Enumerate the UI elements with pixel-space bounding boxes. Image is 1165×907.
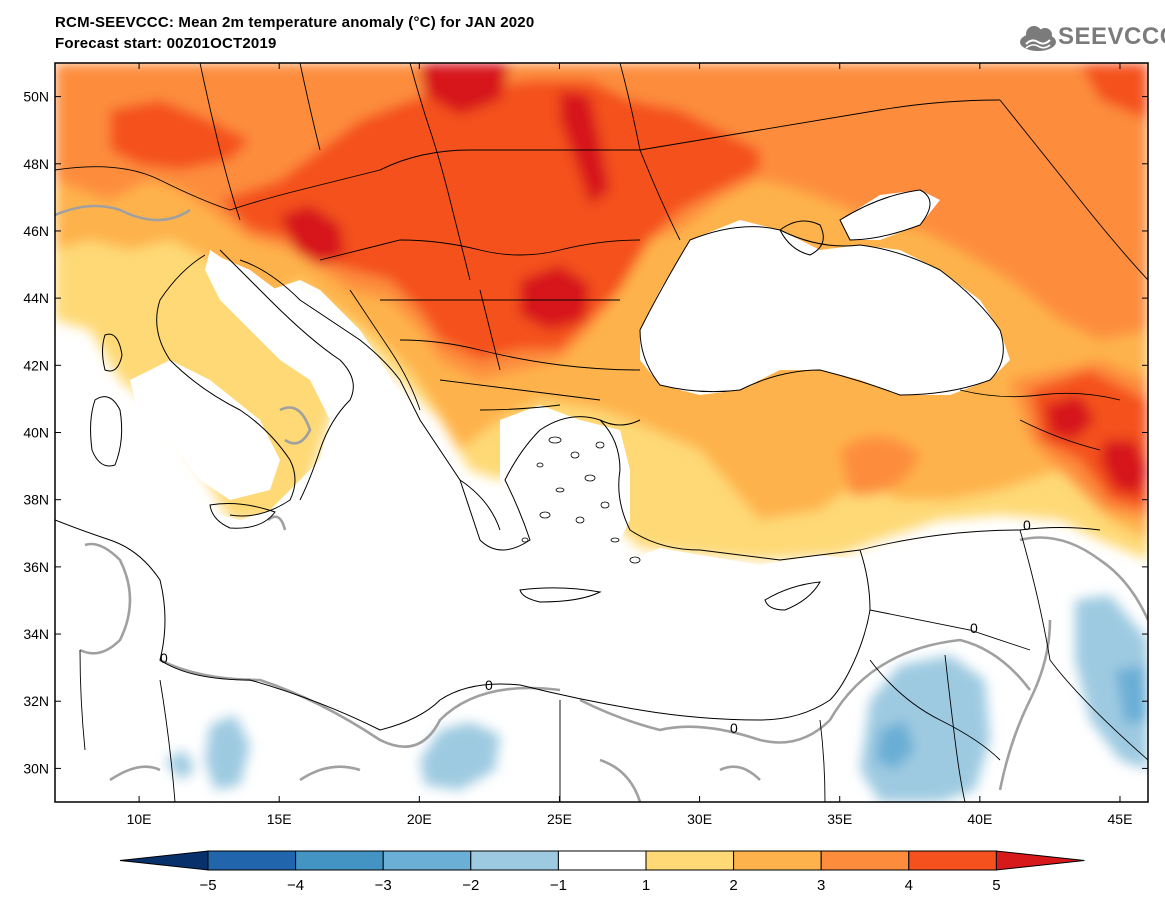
anomaly-band-4-5-north <box>110 100 250 170</box>
tyrrhenian-sea <box>130 360 280 500</box>
logo-text: SEEVCCC <box>1058 23 1165 50</box>
lat-tick-label: 32N <box>23 693 49 709</box>
latitude-axis: 30N 32N 34N 36N 38N 40N 42N 44N 46N 48N 50N <box>23 89 1148 776</box>
lat-tick-label: 44N <box>23 290 49 306</box>
longitude-axis: 10E 15E 20E 25E 30E 35E 40E 45E <box>127 63 1133 827</box>
anomaly-band-gt5-caucasus <box>1045 395 1095 440</box>
colorbar-box <box>908 850 997 871</box>
anomaly-band-gt5-carpath <box>560 90 610 205</box>
colorbar-label: 3 <box>817 877 825 894</box>
contour-label-0-egypt: 0 <box>730 720 738 736</box>
lon-tick-label: 15E <box>267 811 292 827</box>
cool-band-libya-west <box>165 750 195 780</box>
colorbar-box <box>733 850 822 871</box>
anomaly-band-3-4-east <box>840 436 920 496</box>
colorbar-box <box>207 850 297 871</box>
lat-tick-label: 30N <box>23 760 49 776</box>
colorbar-label: −1 <box>550 877 567 894</box>
lon-tick-label: 25E <box>547 811 572 827</box>
colorbar-extend-high <box>995 850 1085 871</box>
colorbar-label: −5 <box>199 877 216 894</box>
cool-band-libya <box>420 722 500 790</box>
lon-tick-label: 20E <box>407 811 432 827</box>
lat-tick-label: 46N <box>23 223 49 239</box>
colorbar-label: −3 <box>375 877 392 894</box>
contour-label-0: 0 <box>970 620 978 636</box>
anomaly-field: 0 0 0 0 0 <box>55 63 1148 802</box>
colorbar-box <box>645 850 735 871</box>
colorbar-box <box>382 850 472 871</box>
cool-band-tunisia <box>205 715 250 790</box>
aegean-islands <box>521 436 641 564</box>
colorbar-label: 4 <box>905 877 913 894</box>
map-title: RCM-SEEVCCC: Mean 2m temperature anomaly… <box>55 14 535 31</box>
mediterranean-sea <box>55 250 870 740</box>
lat-tick-label: 34N <box>23 626 49 642</box>
lon-tick-label: 45E <box>1108 811 1133 827</box>
lat-tick-label: 42N <box>23 357 49 373</box>
azov-sea <box>840 190 940 240</box>
cool-band-iraq <box>1075 595 1148 770</box>
colorbar-box <box>295 850 384 871</box>
lat-tick-label: 50N <box>23 89 49 105</box>
contour-label-0-syria: 0 <box>1023 517 1031 533</box>
lat-tick-label: 38N <box>23 492 49 508</box>
sea-areas <box>55 190 1010 740</box>
colorbar-label: 1 <box>642 877 650 894</box>
anomaly-band-gt5-armenia <box>1100 440 1148 495</box>
lon-tick-label: 40E <box>967 811 992 827</box>
colorbar-box <box>557 850 647 871</box>
black-sea <box>640 220 1010 395</box>
colorbar-label: 2 <box>729 877 737 894</box>
zero-contours <box>55 204 1148 802</box>
colorbar-box <box>470 850 559 871</box>
anomaly-band-gt5-ukraine <box>420 63 510 115</box>
colorbar: −5 −4 −3 −2 −1 1 2 3 4 5 <box>119 850 1085 894</box>
colorbar-box <box>820 850 910 871</box>
cool-band-iraq-core <box>1115 665 1148 725</box>
lon-tick-label: 35E <box>827 811 852 827</box>
seevccc-logo <box>1020 26 1056 51</box>
cool-band-arabia-core <box>875 720 915 770</box>
lat-tick-label: 48N <box>23 156 49 172</box>
contour-label-0-libya: 0 <box>485 677 493 693</box>
contour-label-0-tunisia: 0 <box>160 650 168 666</box>
coastlines <box>55 189 1004 731</box>
lon-tick-label: 10E <box>127 811 152 827</box>
colorbar-extend-low <box>119 850 209 871</box>
forecast-start-label: Forecast start: 00Z01OCT2019 <box>55 35 277 52</box>
lon-tick-label: 30E <box>687 811 712 827</box>
colorbar-label: −2 <box>462 877 479 894</box>
anomaly-band-4-5-ne <box>1080 63 1148 120</box>
colorbar-label: −4 <box>287 877 304 894</box>
aegean-sea <box>500 405 630 560</box>
lat-tick-label: 40N <box>23 425 49 441</box>
country-borders <box>55 63 1148 802</box>
lat-tick-label: 36N <box>23 559 49 575</box>
cloud-icon <box>1020 26 1056 51</box>
anomaly-band-gt5-romania <box>520 265 590 330</box>
anomaly-band-gt5-hungary <box>280 205 345 265</box>
colorbar-label: 5 <box>992 877 1000 894</box>
